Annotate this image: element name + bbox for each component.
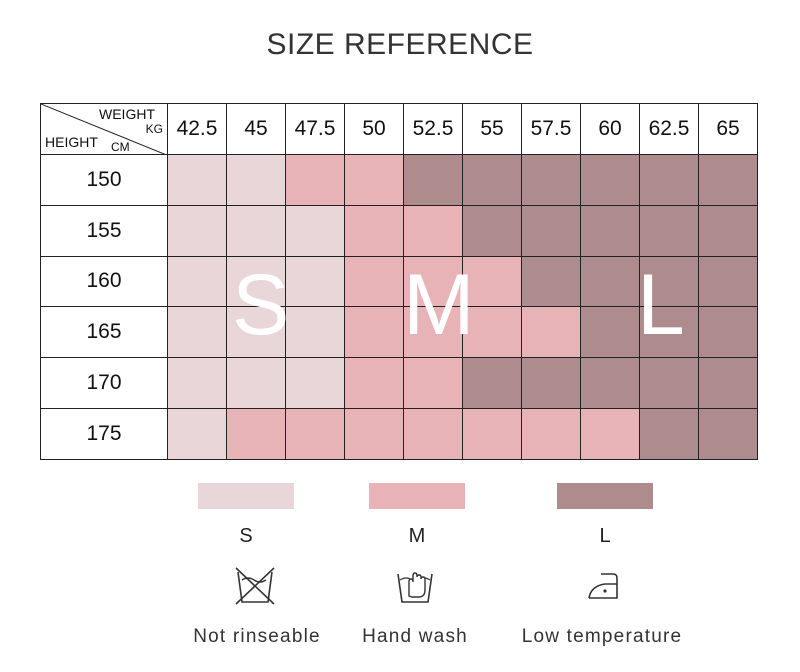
weight-header: 65 <box>699 103 758 155</box>
size-cell-l <box>699 155 758 206</box>
height-header: 175 <box>40 408 168 460</box>
hand-wash-icon <box>394 566 436 611</box>
size-cell-l <box>699 205 758 257</box>
height-unit-label: CM <box>111 140 130 154</box>
size-cell-l <box>699 408 758 460</box>
size-cell-l <box>699 256 758 308</box>
size-cell-m <box>463 256 522 308</box>
size-cell-l <box>640 408 699 460</box>
size-cell-m <box>463 307 522 359</box>
legend-label-m: M <box>408 525 426 547</box>
size-cell-l <box>581 358 640 409</box>
size-cell-l <box>522 256 581 308</box>
size-cell-s <box>227 155 286 206</box>
legend-swatch-m <box>369 483 465 509</box>
corner-header: WEIGHT KG HEIGHT CM <box>40 103 168 155</box>
size-cell-l <box>640 358 699 409</box>
size-cell-l <box>640 155 699 206</box>
size-cell-l <box>522 358 581 409</box>
size-cell-l <box>522 205 581 257</box>
legend-swatch-l <box>557 483 653 509</box>
size-cell-l <box>699 358 758 409</box>
size-cell-s <box>168 205 227 257</box>
size-cell-s <box>168 155 227 206</box>
size-cell-l <box>581 256 640 308</box>
size-cell-m <box>345 408 404 460</box>
not-rinseable-icon <box>234 566 276 611</box>
size-cell-m <box>286 155 345 206</box>
weight-header: 52.5 <box>404 103 463 155</box>
height-header: 170 <box>40 358 168 409</box>
size-cell-m <box>404 307 463 359</box>
iron-low-temperature-icon <box>583 566 623 611</box>
size-cell-m <box>345 307 404 359</box>
weight-header: 50 <box>345 103 404 155</box>
weight-header: 57.5 <box>522 103 581 155</box>
size-cell-s <box>227 205 286 257</box>
care-label-hand-wash: Hand wash <box>362 626 468 647</box>
size-cell-l <box>581 205 640 257</box>
size-cell-m <box>581 408 640 460</box>
weight-axis-label: WEIGHT <box>99 106 155 122</box>
size-cell-l <box>640 205 699 257</box>
height-header: 160 <box>40 256 168 308</box>
size-cell-l <box>581 155 640 206</box>
weight-header: 62.5 <box>640 103 699 155</box>
size-cell-m <box>404 205 463 257</box>
size-cell-m <box>404 408 463 460</box>
weight-header: 55 <box>463 103 522 155</box>
size-cell-l <box>463 155 522 206</box>
size-cell-s <box>227 307 286 359</box>
weight-header: 47.5 <box>286 103 345 155</box>
size-cell-s <box>168 358 227 409</box>
weight-unit-label: KG <box>145 122 163 136</box>
size-cell-s <box>168 307 227 359</box>
size-cell-l <box>463 205 522 257</box>
legend-label-s: S <box>239 525 253 547</box>
height-header: 150 <box>40 155 168 206</box>
size-cell-l <box>581 307 640 359</box>
size-legend: S M L <box>0 483 800 547</box>
height-header: 165 <box>40 307 168 359</box>
size-cell-m <box>345 358 404 409</box>
legend-label-l: L <box>599 525 611 547</box>
size-cell-s <box>286 307 345 359</box>
size-cell-m <box>404 358 463 409</box>
size-cell-m <box>463 408 522 460</box>
weight-header: 42.5 <box>168 103 227 155</box>
weight-header: 45 <box>227 103 286 155</box>
size-cell-s <box>168 408 227 460</box>
size-cell-m <box>227 408 286 460</box>
size-cell-m <box>345 256 404 308</box>
size-cell-s <box>227 358 286 409</box>
size-cell-s <box>286 205 345 257</box>
size-cell-l <box>640 307 699 359</box>
size-cell-m <box>345 205 404 257</box>
size-cell-m <box>522 307 581 359</box>
corner-diagonal <box>41 104 166 154</box>
size-cell-l <box>640 256 699 308</box>
height-axis-label: HEIGHT <box>45 134 98 150</box>
page-title: SIZE REFERENCE <box>266 28 534 61</box>
weight-header: 60 <box>581 103 640 155</box>
legend-swatch-s <box>198 483 294 509</box>
height-header: 155 <box>40 205 168 257</box>
size-cell-s <box>286 256 345 308</box>
size-cell-s <box>227 256 286 308</box>
care-label-low-temperature: Low temperature <box>521 626 683 647</box>
size-cell-l <box>522 155 581 206</box>
size-cell-m <box>286 408 345 460</box>
size-chart-table: WEIGHT KG HEIGHT CM 42.5 45 47.5 50 52.5 55 57… <box>40 103 758 460</box>
size-cell-s <box>286 358 345 409</box>
size-cell-m <box>404 256 463 308</box>
size-cell-l <box>463 358 522 409</box>
size-cell-m <box>345 155 404 206</box>
size-cell-l <box>699 307 758 359</box>
size-cell-m <box>522 408 581 460</box>
size-cell-s <box>168 256 227 308</box>
care-label-not-rinseable: Not rinseable <box>193 626 321 647</box>
size-cell-l <box>404 155 463 206</box>
